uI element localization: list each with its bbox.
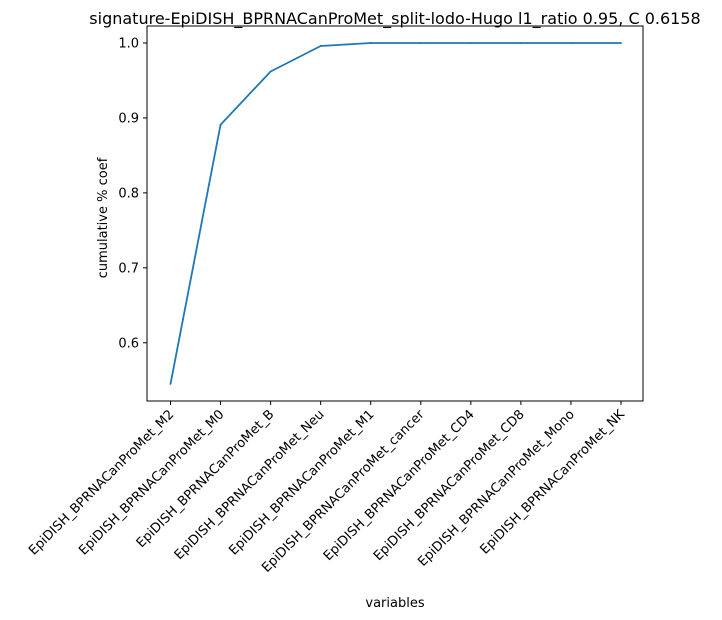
axes-frame [146,25,644,402]
y-tick-label: 1.0 [118,37,139,52]
data-point [519,42,522,44]
data-point [419,42,422,44]
series-layer [169,42,622,385]
y-tick-label: 0.6 [118,336,139,351]
data-point [219,123,222,126]
chart-title: signature-EpiDISH_BPRNACanProMet_split-l… [89,9,700,29]
data-point [620,42,622,44]
y-axis: 0.6 0.7 0.8 0.9 1.0 [118,37,147,351]
data-point [570,42,572,44]
data-point [469,42,472,44]
data-point [319,45,322,47]
y-tick-label: 0.7 [118,261,139,276]
data-point [169,383,172,385]
data-point [369,42,372,44]
y-tick-label: 0.9 [118,111,139,126]
series-line [169,42,621,385]
y-tick-label: 0.8 [118,186,139,201]
x-axis-label: variables [365,596,424,611]
y-axis-label: cumulative % coef [96,157,111,278]
data-point [269,70,272,73]
